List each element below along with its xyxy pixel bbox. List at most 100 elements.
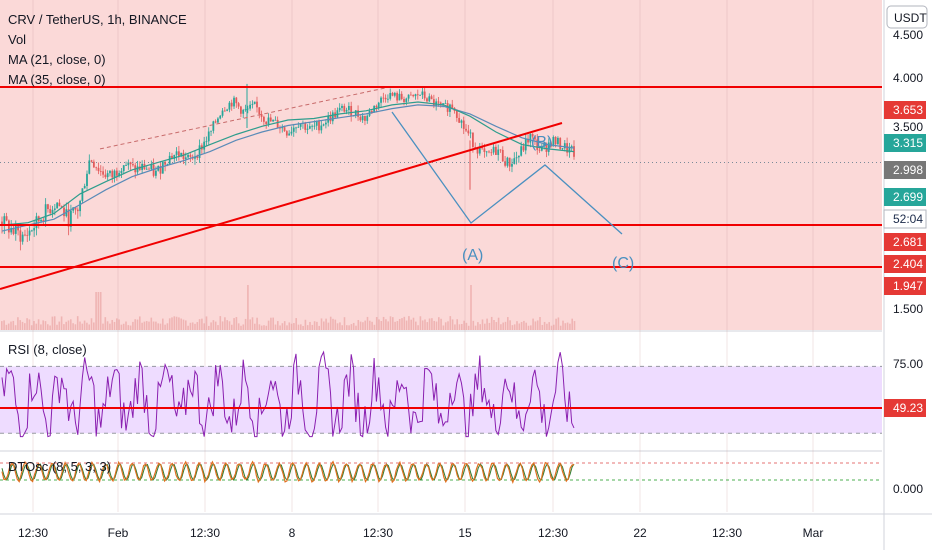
candle-body[interactable] xyxy=(414,94,417,97)
candle-body[interactable] xyxy=(230,102,233,107)
candle-body[interactable] xyxy=(173,154,176,159)
candle-body[interactable] xyxy=(377,102,380,108)
candle-body[interactable] xyxy=(306,128,309,130)
candle-body[interactable] xyxy=(1,221,3,227)
candle-body[interactable] xyxy=(233,97,235,107)
candle-body[interactable] xyxy=(63,207,65,217)
candle-body[interactable] xyxy=(557,137,559,145)
candle-body[interactable] xyxy=(292,127,295,132)
candle-body[interactable] xyxy=(267,117,270,125)
candle-body[interactable] xyxy=(318,121,320,131)
candle-body[interactable] xyxy=(331,112,334,122)
candle-body[interactable] xyxy=(5,216,8,221)
candle-body[interactable] xyxy=(375,105,378,108)
candle-body[interactable] xyxy=(276,119,279,128)
candle-body[interactable] xyxy=(86,173,88,187)
candle-body[interactable] xyxy=(265,121,268,125)
wave-label-c[interactable]: (C) xyxy=(612,255,634,272)
candle-body[interactable] xyxy=(570,146,573,148)
candle-body[interactable] xyxy=(428,96,431,102)
candle-body[interactable] xyxy=(338,107,341,111)
candle-body[interactable] xyxy=(127,162,130,166)
ma21-line[interactable] xyxy=(1,101,575,226)
candle-body[interactable] xyxy=(51,209,54,214)
candle-body[interactable] xyxy=(132,164,134,166)
candle-body[interactable] xyxy=(527,138,529,143)
candle-body[interactable] xyxy=(481,147,484,149)
candle-body[interactable] xyxy=(203,141,206,150)
candle-body[interactable] xyxy=(210,130,212,132)
candle-body[interactable] xyxy=(437,101,440,103)
candle-body[interactable] xyxy=(366,115,369,121)
candle-body[interactable] xyxy=(122,165,125,171)
candle-body[interactable] xyxy=(384,97,387,100)
candle-body[interactable] xyxy=(168,155,171,164)
candle-body[interactable] xyxy=(304,122,307,130)
candle-body[interactable] xyxy=(501,149,504,162)
price-badge[interactable] xyxy=(884,101,926,119)
candle-body[interactable] xyxy=(81,188,84,201)
candle-body[interactable] xyxy=(175,151,178,155)
channel-dashed-line[interactable] xyxy=(99,86,393,150)
candle-body[interactable] xyxy=(359,116,362,121)
candle-body[interactable] xyxy=(517,155,520,158)
candle-body[interactable] xyxy=(370,110,373,113)
candle-body[interactable] xyxy=(409,94,412,96)
candle-body[interactable] xyxy=(106,173,109,178)
candle-body[interactable] xyxy=(40,219,42,222)
candle-body[interactable] xyxy=(531,133,534,137)
candle-body[interactable] xyxy=(152,164,155,176)
candle-body[interactable] xyxy=(272,119,274,122)
candle-body[interactable] xyxy=(205,141,208,143)
candle-body[interactable] xyxy=(559,137,562,149)
candle-body[interactable] xyxy=(460,120,463,123)
candle-body[interactable] xyxy=(281,127,284,129)
candle-body[interactable] xyxy=(244,109,247,111)
candle-body[interactable] xyxy=(12,228,15,234)
candle-body[interactable] xyxy=(534,136,536,140)
candle-body[interactable] xyxy=(285,131,288,136)
candle-body[interactable] xyxy=(515,157,518,159)
candle-body[interactable] xyxy=(325,122,327,125)
candle-body[interactable] xyxy=(451,104,454,108)
candle-body[interactable] xyxy=(44,204,47,222)
candle-body[interactable] xyxy=(28,230,31,236)
candle-body[interactable] xyxy=(159,165,162,174)
elliott-wave-path[interactable] xyxy=(391,111,623,235)
candle-body[interactable] xyxy=(118,173,121,176)
candle-body[interactable] xyxy=(120,170,123,174)
candle-body[interactable] xyxy=(269,117,272,122)
candle-body[interactable] xyxy=(350,105,353,117)
candle-body[interactable] xyxy=(214,121,217,123)
price-badge[interactable] xyxy=(884,233,926,251)
candle-body[interactable] xyxy=(426,98,428,102)
candle-body[interactable] xyxy=(212,121,215,131)
candle-body[interactable] xyxy=(47,204,49,210)
candle-body[interactable] xyxy=(3,216,6,227)
candle-body[interactable] xyxy=(522,146,525,151)
candle-body[interactable] xyxy=(49,209,52,214)
candle-body[interactable] xyxy=(109,170,111,174)
candle-body[interactable] xyxy=(217,118,219,123)
candle-body[interactable] xyxy=(347,105,350,110)
candle-body[interactable] xyxy=(219,115,222,119)
candle-body[interactable] xyxy=(554,136,557,145)
candle-body[interactable] xyxy=(189,154,192,157)
candle-body[interactable] xyxy=(474,146,477,148)
candle-body[interactable] xyxy=(226,109,229,111)
price-badge[interactable] xyxy=(884,188,926,206)
candle-body[interactable] xyxy=(508,157,511,167)
candle-body[interactable] xyxy=(513,158,516,164)
candle-body[interactable] xyxy=(430,96,433,100)
candle-body[interactable] xyxy=(403,98,405,102)
candle-body[interactable] xyxy=(129,162,132,165)
candle-body[interactable] xyxy=(171,155,173,159)
candle-body[interactable] xyxy=(187,154,189,158)
candle-body[interactable] xyxy=(492,146,495,153)
candle-body[interactable] xyxy=(161,161,164,174)
candle-body[interactable] xyxy=(476,147,479,154)
rsi-title[interactable]: RSI (8, close) xyxy=(8,342,87,357)
trendline[interactable] xyxy=(0,122,563,290)
candle-body[interactable] xyxy=(490,152,493,154)
